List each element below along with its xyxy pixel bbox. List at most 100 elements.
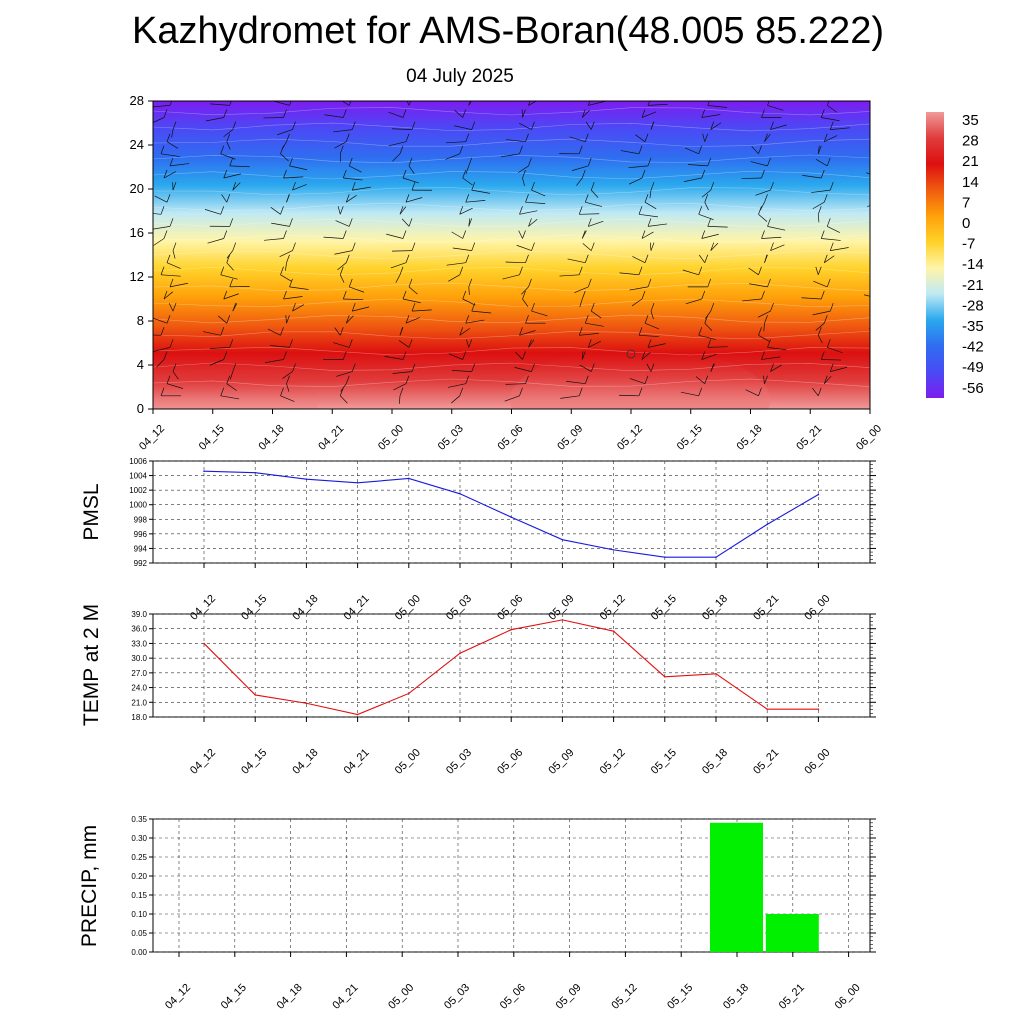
wind-barb [820, 290, 825, 300]
wind-barb [815, 322, 825, 331]
wind-barb [462, 177, 473, 186]
wind-barb [169, 278, 174, 288]
wind-barb [887, 347, 896, 354]
y-tick-label: 39.0 [131, 610, 147, 619]
wind-barb [445, 141, 466, 144]
wind-barb [280, 387, 284, 396]
wind-barb [641, 230, 646, 239]
wind-barb [635, 134, 646, 142]
wind-barb [229, 157, 234, 167]
x-tick-label: 05_00 [393, 747, 423, 777]
wind-barb [707, 218, 712, 227]
wind-barb [172, 242, 177, 251]
wind-barb [168, 303, 174, 312]
wind-barb [698, 254, 706, 263]
x-tick-label: 04_15 [239, 747, 269, 777]
wind-barb [334, 327, 341, 336]
wind-barb [812, 201, 825, 210]
wind-barb [411, 309, 432, 312]
wind-barb [160, 145, 165, 154]
x-tick-label: 04_21 [342, 593, 372, 623]
y-axis-label: TEMP at 2 M [80, 604, 103, 726]
wind-barb [812, 310, 831, 316]
wind-barb [591, 310, 602, 319]
wind-barb [644, 375, 649, 384]
wind-barb [334, 141, 347, 149]
wind-barb [277, 129, 293, 136]
wind-barb [641, 231, 654, 239]
wind-barb [345, 133, 350, 142]
x-tick-label: 04_18 [257, 423, 287, 453]
wind-barb [280, 395, 295, 402]
wind-barb [764, 133, 771, 142]
wind-barb [649, 190, 652, 199]
wind-barb [220, 395, 240, 400]
wind-barb [584, 375, 589, 384]
wind-barb [220, 274, 238, 280]
x-tick-label: 05_06 [495, 593, 525, 623]
colorbar-label: -14 [962, 256, 984, 273]
wind-barb [704, 254, 709, 263]
x-tick-label: 05_12 [609, 982, 639, 1012]
x-tick-label: 05_21 [751, 747, 781, 777]
wind-barb [392, 153, 401, 162]
wind-barb [522, 351, 526, 360]
wind-barb [701, 109, 706, 118]
wind-barb [465, 254, 470, 263]
wind-barb [166, 383, 184, 389]
wind-barb [351, 363, 356, 372]
wind-barb [462, 298, 476, 306]
wind-barb [647, 339, 652, 348]
wind-barb [153, 238, 165, 246]
wind-barb [641, 351, 646, 360]
wind-barb [411, 302, 416, 312]
pmsl-panel: 992 994 996 998 1000 1002 1004 1006 04_12 04_15 04… [80, 457, 876, 623]
wind-barb [698, 213, 714, 220]
wind-barb [584, 133, 589, 142]
wind-barb [826, 278, 831, 288]
x-tick-label: 05_09 [546, 593, 576, 623]
wind-barb [203, 331, 221, 336]
wind-barb [232, 121, 237, 130]
wind-barb [220, 153, 236, 160]
wind-barb [386, 233, 404, 239]
wind-barb [220, 266, 225, 275]
wind-barb [590, 242, 595, 251]
wind-barb [229, 339, 234, 348]
y-tick-label: 8 [137, 313, 144, 328]
x-tick-label: 04_18 [290, 593, 320, 623]
x-tick-label: 04_12 [188, 593, 218, 623]
wind-barb [638, 206, 643, 215]
wind-barb [232, 363, 237, 372]
wind-barb [352, 186, 371, 191]
wind-barb [402, 109, 407, 118]
wind-barb [402, 351, 407, 360]
wind-barb [405, 197, 423, 203]
chart-title: Kazhydromet for AMS-Boran(48.005 85.222) [132, 10, 884, 52]
wind-barb [405, 317, 421, 324]
wind-barb [761, 109, 765, 118]
x-tick-label: 05_03 [444, 593, 474, 623]
colorbar-label: -42 [962, 339, 984, 356]
wind-barb [351, 302, 356, 312]
x-tick-label: 05_09 [554, 982, 584, 1012]
y-tick-label: 994 [134, 544, 148, 553]
x-tick-label: 04_15 [239, 593, 269, 623]
wind-barb [531, 181, 535, 191]
wind-barb [638, 266, 643, 275]
y-tick-label: 996 [134, 530, 148, 539]
contour-line [153, 170, 870, 180]
y-tick-label: 0.10 [131, 910, 147, 919]
colorbar: 35 28 21 14 7 0 -7 -14 -21 -28 -35 -42 -49 -56 [926, 112, 984, 398]
wind-barb [590, 181, 595, 191]
wind-barb [286, 375, 290, 384]
wind-barb [267, 328, 281, 336]
wind-barb [869, 327, 870, 329]
wind-barb [881, 110, 884, 118]
wind-barb [878, 146, 881, 154]
wind-barb [336, 371, 353, 377]
wind-barb [226, 262, 234, 271]
wind-barb [462, 109, 467, 118]
y-tick-label: 27.0 [131, 669, 147, 678]
wind-barb [465, 194, 470, 203]
